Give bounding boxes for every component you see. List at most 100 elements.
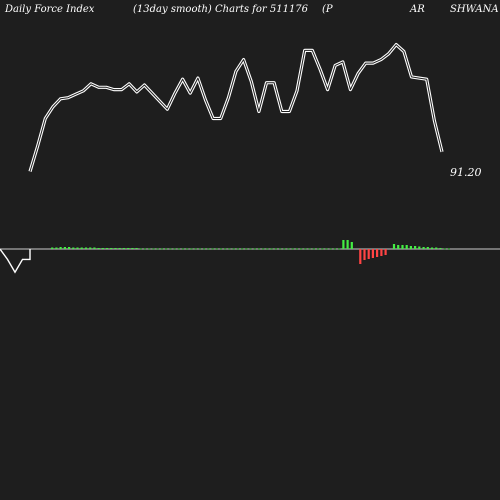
histogram-bar — [287, 248, 290, 250]
histogram-bar — [333, 248, 336, 250]
histogram-bar — [93, 247, 96, 249]
header-title-3: (P — [322, 4, 333, 15]
histogram-bar — [257, 248, 261, 250]
histogram-bar — [89, 247, 92, 249]
histogram-bar — [274, 248, 277, 250]
header-title-1: Daily Force Index — [5, 4, 95, 15]
histogram-bar — [219, 248, 223, 250]
histogram-bar — [392, 244, 396, 249]
histogram-bar — [304, 248, 307, 250]
histogram-bar — [177, 248, 180, 250]
histogram-bar — [346, 240, 349, 249]
histogram-bar — [279, 248, 282, 250]
histogram-bar — [245, 248, 248, 250]
histogram-bar — [51, 247, 54, 249]
histogram-bar — [363, 249, 366, 260]
histogram-bar — [291, 248, 294, 250]
histogram-bar — [380, 249, 383, 256]
histogram-bar — [232, 248, 235, 250]
histogram-bar — [173, 248, 176, 250]
histogram-bar — [211, 248, 214, 250]
histogram-bar — [76, 247, 79, 249]
histogram-bar — [207, 248, 210, 250]
oscillator-line — [0, 248, 31, 274]
histogram-bar — [194, 248, 197, 250]
histogram-bar — [186, 248, 189, 250]
histogram-bar — [249, 248, 252, 250]
histogram-bar — [236, 248, 239, 250]
histogram-bar — [418, 246, 421, 249]
histogram-bar — [114, 248, 117, 249]
histogram-bar — [198, 248, 201, 250]
force-index-line — [28, 42, 444, 172]
histogram-bar — [72, 247, 75, 249]
histogram-bar — [409, 246, 412, 249]
histogram-bar — [283, 248, 286, 250]
histogram-bar — [59, 247, 62, 249]
histogram-bar — [139, 248, 142, 250]
histogram-bar — [376, 249, 379, 257]
histogram-bar — [422, 247, 425, 249]
histogram-bar — [401, 245, 404, 249]
histogram-bar — [143, 248, 147, 250]
last-value-label: 91.20 — [450, 166, 482, 179]
histogram-bar — [384, 249, 387, 255]
header-title-5: SHWANA — [450, 4, 499, 15]
histogram-bar — [397, 245, 400, 249]
histogram-bar — [300, 248, 303, 250]
histogram-bar — [435, 247, 438, 249]
histogram-bar — [270, 248, 273, 250]
histogram-bar — [110, 248, 113, 249]
histogram-bar — [80, 247, 83, 249]
histogram-bar — [127, 248, 130, 249]
histogram-bar — [152, 248, 155, 250]
histogram-bar — [224, 248, 227, 250]
histogram-bar — [156, 248, 159, 250]
histogram-bar — [181, 248, 185, 250]
header-title-4: AR — [410, 4, 425, 15]
histogram-bar — [160, 248, 163, 250]
histogram-bar — [135, 248, 138, 249]
histogram-bar — [118, 248, 121, 249]
histogram-bar — [312, 248, 315, 250]
histogram-bar — [131, 248, 134, 249]
histogram-bar — [329, 248, 332, 250]
histogram-bar — [101, 248, 104, 249]
histogram-bar — [371, 249, 374, 258]
histogram-bar — [426, 247, 429, 249]
histogram-bar — [321, 248, 324, 250]
upper-line-group — [28, 42, 444, 172]
histogram-bar — [439, 248, 442, 249]
histogram-bar — [295, 248, 299, 250]
header-title-2: (13day smooth) Charts for 511176 — [133, 4, 309, 15]
lower-histogram-group — [0, 240, 500, 274]
histogram-bar — [266, 248, 269, 250]
histogram-bar — [97, 248, 100, 249]
histogram-bar — [190, 248, 193, 250]
histogram-bar — [325, 248, 328, 250]
histogram-bar — [367, 249, 370, 259]
histogram-bar — [148, 248, 151, 250]
force-index-line-inner — [29, 44, 443, 172]
histogram-bar — [169, 248, 172, 250]
histogram-bar — [342, 240, 345, 249]
histogram-bar — [414, 246, 417, 249]
histogram-bar — [405, 245, 408, 249]
histogram-bar — [165, 248, 168, 250]
histogram-bar — [55, 247, 58, 249]
histogram-bar — [228, 248, 231, 250]
histogram-bar — [338, 248, 341, 250]
histogram-bar — [262, 248, 265, 250]
histogram-bar — [430, 247, 434, 249]
histogram-bar — [215, 248, 218, 250]
histogram-bar — [63, 247, 66, 249]
histogram-bar — [253, 248, 256, 250]
histogram-bar — [447, 248, 450, 250]
histogram-bar — [317, 248, 320, 250]
histogram-bar — [203, 248, 206, 250]
histogram-bar — [308, 248, 311, 250]
histogram-bar — [350, 242, 353, 249]
histogram-bar — [122, 248, 125, 249]
histogram-bar — [359, 249, 362, 264]
